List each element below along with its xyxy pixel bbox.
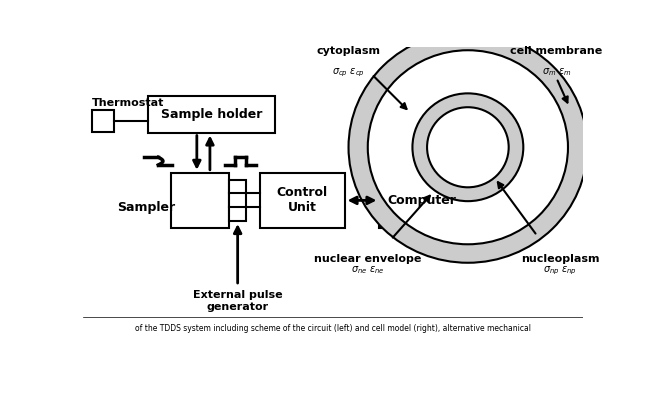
Text: cell membrane: cell membrane [510, 46, 603, 57]
Text: $\sigma_{ne}\ \varepsilon_{ne}$: $\sigma_{ne}\ \varepsilon_{ne}$ [351, 264, 385, 276]
Text: Sampler: Sampler [118, 201, 176, 214]
Ellipse shape [368, 50, 568, 244]
Text: nuclear envelope: nuclear envelope [314, 253, 421, 264]
Text: External pulse
generator: External pulse generator [193, 290, 283, 312]
Bar [148, 95, 276, 132]
Bar [92, 110, 114, 132]
Ellipse shape [427, 107, 509, 187]
Bar [229, 180, 246, 221]
Text: cytoplasm: cytoplasm [317, 46, 380, 57]
Text: of the TDDS system including scheme of the circuit (left) and cell model (right): of the TDDS system including scheme of t… [135, 324, 531, 333]
Bar [172, 173, 229, 228]
Text: $\sigma_{cp}\ \varepsilon_{cp}$: $\sigma_{cp}\ \varepsilon_{cp}$ [332, 66, 365, 79]
Text: nucleoplasm: nucleoplasm [521, 253, 599, 264]
Text: Sample holder: Sample holder [161, 108, 263, 121]
Text: Control
Unit: Control Unit [277, 186, 328, 215]
Ellipse shape [348, 32, 587, 263]
Text: Computer: Computer [387, 194, 456, 207]
Text: Thermostat: Thermostat [92, 97, 164, 108]
Text: $\sigma_{m}\ \varepsilon_{m}$: $\sigma_{m}\ \varepsilon_{m}$ [541, 66, 571, 78]
Ellipse shape [413, 94, 523, 201]
Bar [260, 173, 344, 228]
Bar [380, 173, 464, 228]
Text: $\sigma_{np}\ \varepsilon_{np}$: $\sigma_{np}\ \varepsilon_{np}$ [543, 264, 577, 277]
